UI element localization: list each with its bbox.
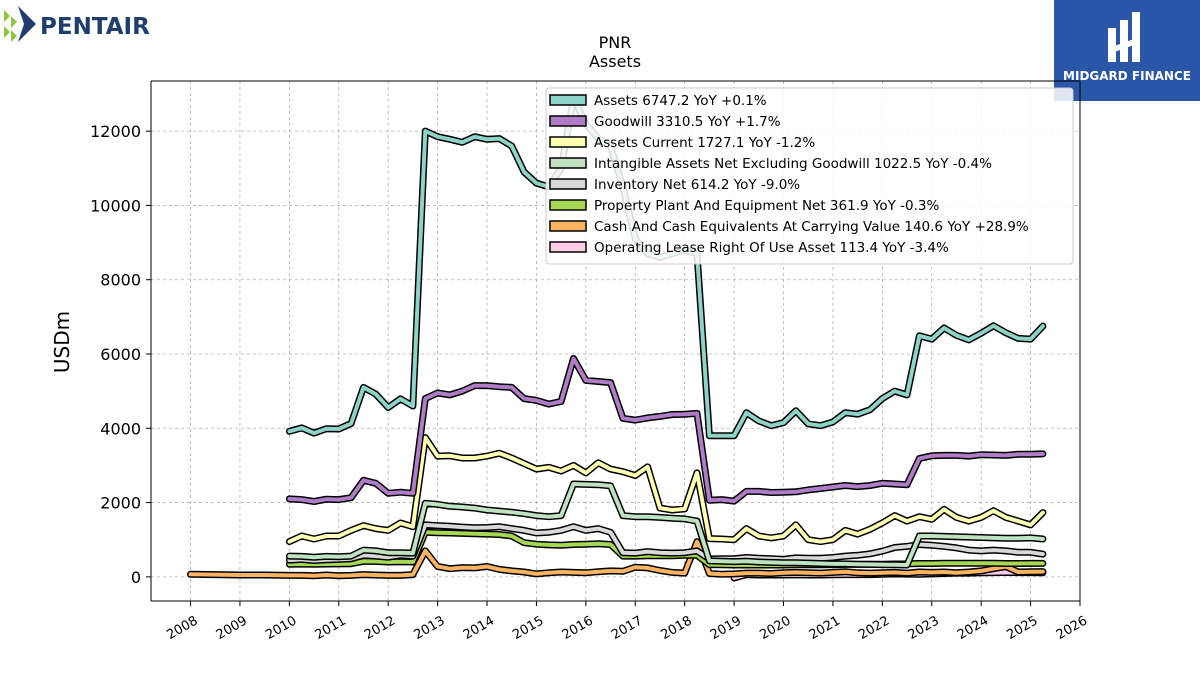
- x-tick-label: 2015: [510, 613, 546, 643]
- x-tick-label: 2009: [214, 613, 250, 643]
- legend-item-property-plant-and-equipment-net: Property Plant And Equipment Net 361.9 Y…: [549, 198, 939, 214]
- pentair-mark-icon: [4, 6, 36, 42]
- series-intangible-assets-net-excluding-goodwill: [285, 480, 1047, 569]
- x-tick-label: 2010: [263, 613, 299, 643]
- x-tick-label: 2014: [461, 613, 497, 643]
- series-assets-current: [285, 434, 1047, 546]
- series-line: [287, 435, 1045, 544]
- midgard-finance-logo: MIDGARD FINANCE: [1054, 0, 1200, 101]
- legend-swatch: [549, 136, 587, 148]
- y-tick-label: 6000: [100, 345, 141, 364]
- legend-item-cash-and-cash-equivalents-at-carrying-value: Cash And Cash Equivalents At Carrying Va…: [549, 219, 1029, 235]
- x-tick-label: 2013: [411, 613, 447, 643]
- legend-item-intangible-assets-net-excluding-goodwill: Intangible Assets Net Excluding Goodwill…: [549, 156, 992, 172]
- x-tick-label: 2017: [609, 613, 645, 643]
- legend-swatch: [549, 241, 587, 253]
- legend-item-operating-lease-right-of-use-asset: Operating Lease Right Of Use Asset 113.4…: [549, 240, 949, 256]
- legend-swatch: [549, 199, 587, 211]
- x-tick-label: 2025: [1004, 613, 1040, 643]
- legend-label: Intangible Assets Net Excluding Goodwill…: [594, 156, 992, 172]
- x-tick-label: 2020: [757, 613, 793, 643]
- legend-item-assets: Assets 6747.2 YoY +0.1%: [549, 93, 767, 109]
- legend-label: Goodwill 3310.5 YoY +1.7%: [594, 114, 781, 130]
- brand-left-name: PENTAIR: [40, 14, 150, 40]
- brand-right-name: MIDGARD FINANCE: [1063, 69, 1191, 83]
- legend-box: [545, 87, 1074, 265]
- midgard-mark-icon: [1108, 12, 1140, 62]
- x-tick-label: 2024: [955, 613, 991, 643]
- legend-label: Inventory Net 614.2 YoY -9.0%: [594, 177, 800, 193]
- y-tick-label: 2000: [100, 494, 141, 513]
- legend-swatch: [549, 115, 587, 127]
- chart-subtitle: Assets: [589, 52, 641, 71]
- legend-item-inventory-net: Inventory Net 614.2 YoY -9.0%: [549, 177, 800, 193]
- x-tick-label: 2012: [362, 613, 398, 643]
- x-tick-label: 2026: [1054, 613, 1090, 643]
- series-line: [188, 539, 1045, 578]
- legend-label: Property Plant And Equipment Net 361.9 Y…: [594, 198, 939, 214]
- series-goodwill: [285, 355, 1047, 505]
- x-tick-label: 2016: [560, 613, 596, 643]
- legend-label: Cash And Cash Equivalents At Carrying Va…: [594, 219, 1029, 235]
- x-tick-label: 2019: [708, 613, 744, 643]
- legend-swatch: [549, 94, 587, 106]
- legend-label: Assets 6747.2 YoY +0.1%: [594, 93, 767, 109]
- series-cash-and-cash-equivalents-at-carrying-value: [187, 538, 1047, 580]
- chart-title: PNR: [599, 33, 632, 52]
- series-line: [287, 482, 1045, 567]
- y-tick-label: 4000: [100, 419, 141, 438]
- legend-item-goodwill: Goodwill 3310.5 YoY +1.7%: [549, 114, 781, 130]
- x-tick-label: 2021: [807, 613, 843, 643]
- y-tick-label: 12000: [90, 122, 141, 141]
- x-tick-label: 2023: [906, 613, 942, 643]
- y-tick-label: 10000: [90, 196, 141, 215]
- legend-label: Operating Lease Right Of Use Asset 113.4…: [594, 240, 949, 256]
- legend-swatch: [549, 157, 587, 169]
- pentair-logo: PENTAIR: [4, 4, 179, 48]
- y-tick-label: 8000: [100, 271, 141, 290]
- legend-swatch: [549, 220, 587, 232]
- y-tick-label: 0: [131, 568, 141, 587]
- legend-item-assets-current: Assets Current 1727.1 YoY -1.2%: [549, 135, 815, 151]
- x-tick-label: 2011: [313, 613, 349, 643]
- x-tick-label: 2018: [659, 613, 695, 643]
- legend-label: Assets Current 1727.1 YoY -1.2%: [594, 135, 815, 151]
- legend-swatch: [549, 178, 587, 190]
- series-outline: [285, 355, 1047, 505]
- series-line: [287, 356, 1045, 504]
- x-tick-label: 2008: [164, 613, 200, 643]
- y-axis-label: USDm: [50, 311, 74, 373]
- x-tick-label: 2022: [856, 613, 892, 643]
